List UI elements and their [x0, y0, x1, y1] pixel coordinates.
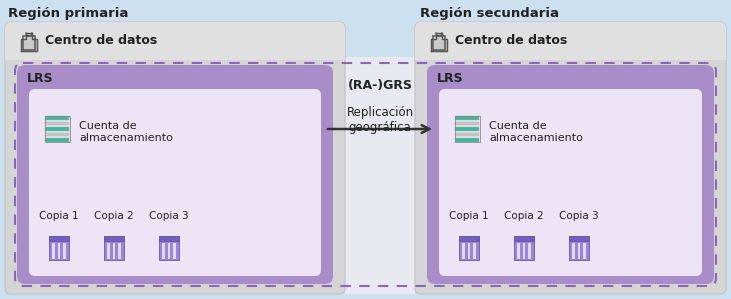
- Bar: [455, 133, 479, 136]
- Bar: [45, 133, 69, 136]
- Bar: [473, 243, 476, 259]
- Text: LRS: LRS: [437, 72, 463, 86]
- FancyBboxPatch shape: [415, 22, 726, 294]
- FancyBboxPatch shape: [415, 22, 726, 60]
- Bar: [523, 243, 526, 259]
- Bar: [459, 236, 479, 241]
- Bar: [45, 127, 69, 131]
- Polygon shape: [431, 33, 447, 51]
- Text: Copia 2: Copia 2: [504, 211, 544, 221]
- Text: Copia 3: Copia 3: [559, 211, 599, 221]
- Bar: [104, 236, 124, 260]
- Polygon shape: [21, 33, 37, 51]
- FancyBboxPatch shape: [5, 22, 345, 294]
- Bar: [45, 116, 69, 120]
- Bar: [528, 243, 531, 259]
- Text: Replicación
geográfica: Replicación geográfica: [346, 106, 414, 134]
- Text: Centro de datos: Centro de datos: [455, 34, 567, 48]
- Bar: [459, 236, 479, 260]
- FancyBboxPatch shape: [29, 89, 321, 276]
- FancyBboxPatch shape: [345, 57, 415, 294]
- Bar: [167, 243, 170, 259]
- Bar: [455, 116, 480, 142]
- Text: Copia 3: Copia 3: [149, 211, 189, 221]
- Bar: [159, 236, 179, 241]
- Bar: [455, 127, 479, 131]
- Bar: [569, 236, 589, 241]
- Bar: [118, 243, 121, 259]
- Bar: [569, 236, 589, 260]
- Bar: [49, 236, 69, 260]
- FancyBboxPatch shape: [427, 65, 714, 284]
- Bar: [45, 138, 69, 142]
- Bar: [455, 138, 479, 142]
- Text: (RA-)GRS: (RA-)GRS: [347, 79, 412, 91]
- Bar: [514, 236, 534, 241]
- Bar: [518, 243, 520, 259]
- Bar: [514, 236, 534, 260]
- Text: Copia 1: Copia 1: [39, 211, 79, 221]
- Text: Región secundaria: Región secundaria: [420, 7, 559, 21]
- FancyBboxPatch shape: [439, 89, 702, 276]
- Bar: [462, 243, 465, 259]
- Bar: [415, 41, 726, 60]
- Bar: [572, 243, 575, 259]
- Bar: [45, 122, 69, 125]
- Text: LRS: LRS: [27, 72, 53, 86]
- Text: Cuenta de
almacenamiento: Cuenta de almacenamiento: [489, 121, 583, 143]
- Bar: [468, 243, 471, 259]
- Bar: [173, 243, 175, 259]
- Bar: [159, 236, 179, 260]
- Bar: [107, 243, 110, 259]
- Bar: [455, 122, 479, 125]
- Bar: [577, 243, 580, 259]
- Bar: [455, 116, 479, 120]
- Bar: [113, 243, 115, 259]
- Text: Cuenta de
almacenamiento: Cuenta de almacenamiento: [79, 121, 173, 143]
- Bar: [433, 36, 445, 50]
- Bar: [49, 236, 69, 241]
- Bar: [104, 236, 124, 241]
- Text: Región primaria: Región primaria: [8, 7, 129, 21]
- Bar: [162, 243, 165, 259]
- Bar: [583, 243, 586, 259]
- Bar: [63, 243, 66, 259]
- Text: Copia 1: Copia 1: [449, 211, 489, 221]
- FancyBboxPatch shape: [17, 65, 333, 284]
- Bar: [5, 41, 345, 60]
- Bar: [53, 243, 55, 259]
- Bar: [45, 116, 69, 142]
- Bar: [58, 243, 61, 259]
- FancyBboxPatch shape: [5, 22, 345, 60]
- Text: Centro de datos: Centro de datos: [45, 34, 157, 48]
- Text: Copia 2: Copia 2: [94, 211, 134, 221]
- Bar: [0, 0, 380, 299]
- Bar: [23, 36, 35, 50]
